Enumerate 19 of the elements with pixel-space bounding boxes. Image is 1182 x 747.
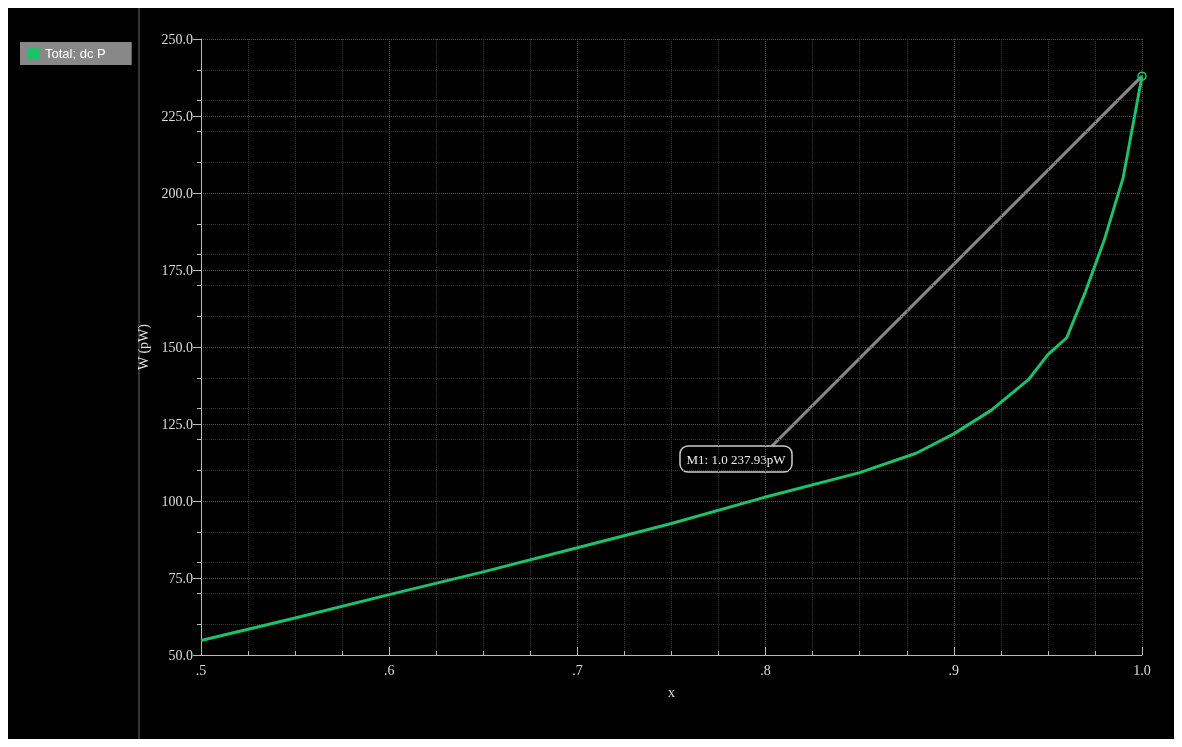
x-tick-label: .7 xyxy=(572,662,583,678)
y-tick-label: 75.0 xyxy=(168,570,193,586)
y-tick-label: 100.0 xyxy=(161,493,193,509)
y-tick-label: 150.0 xyxy=(161,339,193,355)
y-tick-label: 125.0 xyxy=(161,416,193,432)
y-tick-label: 200.0 xyxy=(161,185,193,201)
legend-label: Total; dc P xyxy=(45,46,106,61)
y-tick-label: 225.0 xyxy=(161,108,193,124)
annotation: M1: 1.0 237.93pW xyxy=(686,451,787,467)
y-axis-title: W (pW) xyxy=(136,323,153,370)
x-tick-label: .5 xyxy=(195,662,207,678)
x-tick-label: .6 xyxy=(383,662,395,678)
x-tick-label: .9 xyxy=(948,662,960,678)
y-tick-label: 250.0 xyxy=(161,31,193,47)
y-tick-label: 175.0 xyxy=(161,262,193,278)
x-tick-label: .8 xyxy=(760,662,771,678)
y-tick-label: 50.0 xyxy=(168,647,193,663)
x-axis-title: x xyxy=(668,684,675,700)
x-tick-label: 1.0 xyxy=(1133,662,1151,678)
